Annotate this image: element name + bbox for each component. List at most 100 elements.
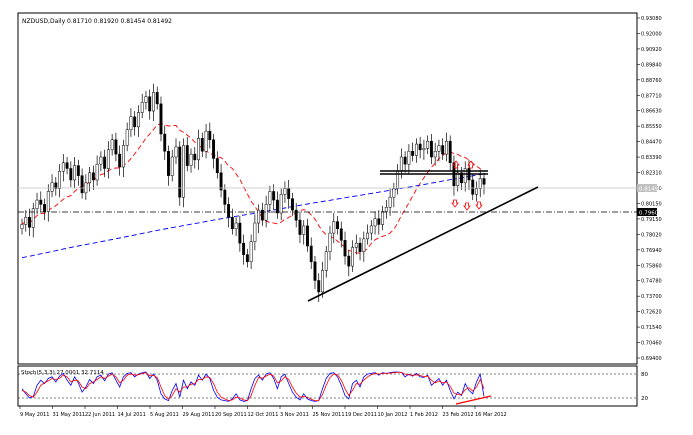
y-tick-label: 0.87710 — [641, 93, 662, 99]
y-tick-label: 0.78020 — [641, 232, 662, 238]
candle-body — [133, 116, 137, 128]
candle-body — [20, 224, 24, 230]
y-tick-label: 0.89840 — [641, 62, 662, 68]
candle-body — [35, 199, 39, 209]
y-tick-label: 0.72620 — [641, 310, 662, 316]
candle-body — [414, 143, 418, 156]
x-tick-label: 9 May 2011 — [20, 412, 49, 418]
price-panel-frame — [17, 12, 638, 365]
candle-body — [275, 199, 279, 214]
current-price-label: 0.81492 — [639, 187, 662, 193]
candle-body — [366, 232, 370, 240]
candle-body — [91, 172, 95, 181]
x-tick-label: 1 Feb 2012 — [410, 412, 438, 418]
candle-body — [249, 241, 253, 263]
candle-body — [302, 225, 306, 235]
candle-body — [234, 222, 238, 230]
candle-body — [471, 179, 475, 195]
candle-body — [343, 240, 347, 257]
y-tick-label: 0.74780 — [641, 279, 662, 285]
candle-body — [362, 238, 366, 252]
ma-fast-line — [21, 123, 485, 254]
stoch-level-20-label: 20 — [641, 396, 648, 402]
candle-body — [351, 247, 354, 267]
candle-body — [61, 162, 65, 172]
candle-body — [152, 92, 155, 112]
candle-body — [384, 206, 388, 212]
candle-body — [50, 182, 54, 192]
candle-body — [110, 139, 114, 151]
candle-body — [193, 153, 197, 161]
candle-body — [392, 188, 396, 198]
candle-body — [159, 103, 163, 135]
candle-body — [336, 221, 339, 230]
candle-body — [155, 92, 159, 105]
candle-body — [294, 209, 298, 221]
candle-body — [328, 232, 332, 252]
oscillator-header: Stoch(5,3,3) 27.0001 32.7114 — [21, 370, 104, 376]
y-tick-label: 0.88760 — [641, 78, 662, 84]
candle-body — [279, 194, 283, 214]
candle-body — [219, 172, 223, 191]
x-tick-label: 22 Jun 2011 — [85, 412, 115, 418]
candle-body — [429, 140, 433, 158]
candle-body — [170, 156, 174, 176]
candle-body — [358, 242, 362, 252]
y-tick-label: 0.84470 — [641, 140, 662, 146]
candle-body — [426, 140, 430, 149]
x-tick-label: 25 Nov 2011 — [313, 412, 345, 418]
ma-slow-line — [21, 173, 485, 259]
y-tick-label: 0.69400 — [641, 356, 662, 362]
x-tick-label: 31 May 2011 — [53, 412, 86, 418]
candle-body — [411, 150, 415, 156]
candle-body — [204, 130, 208, 152]
candle-body — [28, 217, 31, 228]
candle-body — [433, 150, 437, 158]
candle-body — [76, 165, 80, 176]
candle-body — [69, 168, 73, 181]
y-tick-label: 0.92000 — [641, 31, 662, 37]
up-arrow-icon — [451, 199, 459, 208]
candle-body — [418, 143, 422, 151]
x-tick-label: 16 Mar 2012 — [475, 412, 507, 418]
stoch-signal-line — [21, 372, 485, 402]
moving-averages — [21, 123, 485, 259]
candle-body — [174, 146, 178, 158]
candle-body — [283, 188, 287, 195]
y-tick-label: 0.85550 — [641, 124, 662, 130]
candle-body — [39, 199, 43, 205]
candle-body — [381, 211, 385, 225]
x-axis: 9 May 2011 31 May 2011 22 Jun 2011 14 Jul 2… — [19, 406, 507, 418]
candle-body — [140, 102, 144, 113]
candle-body — [482, 178, 486, 185]
candle-body — [114, 139, 118, 155]
candle-body — [227, 204, 231, 218]
down-arrow-icon — [452, 160, 460, 169]
candle-body — [317, 280, 321, 293]
candle-body — [373, 218, 377, 227]
candle-body — [121, 145, 125, 168]
candle-body — [460, 172, 463, 184]
y-tick-label: 0.93080 — [641, 16, 662, 22]
candle-body — [324, 251, 328, 271]
y-tick-label: 0.75860 — [641, 263, 662, 269]
x-tick-label: 20 Sep 2011 — [215, 412, 247, 418]
candle-body — [475, 188, 478, 195]
stochastic-lines — [21, 371, 485, 402]
candle-body — [88, 172, 92, 184]
stoch-level-80-label: 80 — [641, 372, 648, 378]
ascending-trendline[interactable] — [307, 186, 539, 302]
x-tick-label: 19 Dec 2011 — [345, 412, 377, 418]
candle-body — [215, 158, 219, 174]
candle-body — [163, 133, 167, 152]
candle-body — [208, 130, 212, 141]
reference-price-label: 0.79600 — [639, 211, 662, 217]
up-arrow-icon — [463, 202, 471, 211]
stoch-trendline[interactable] — [455, 395, 492, 405]
candle-body — [242, 242, 246, 255]
candle-body — [332, 221, 336, 234]
candle-body — [403, 156, 407, 165]
x-tick-label: 12 Oct 2011 — [248, 412, 279, 418]
